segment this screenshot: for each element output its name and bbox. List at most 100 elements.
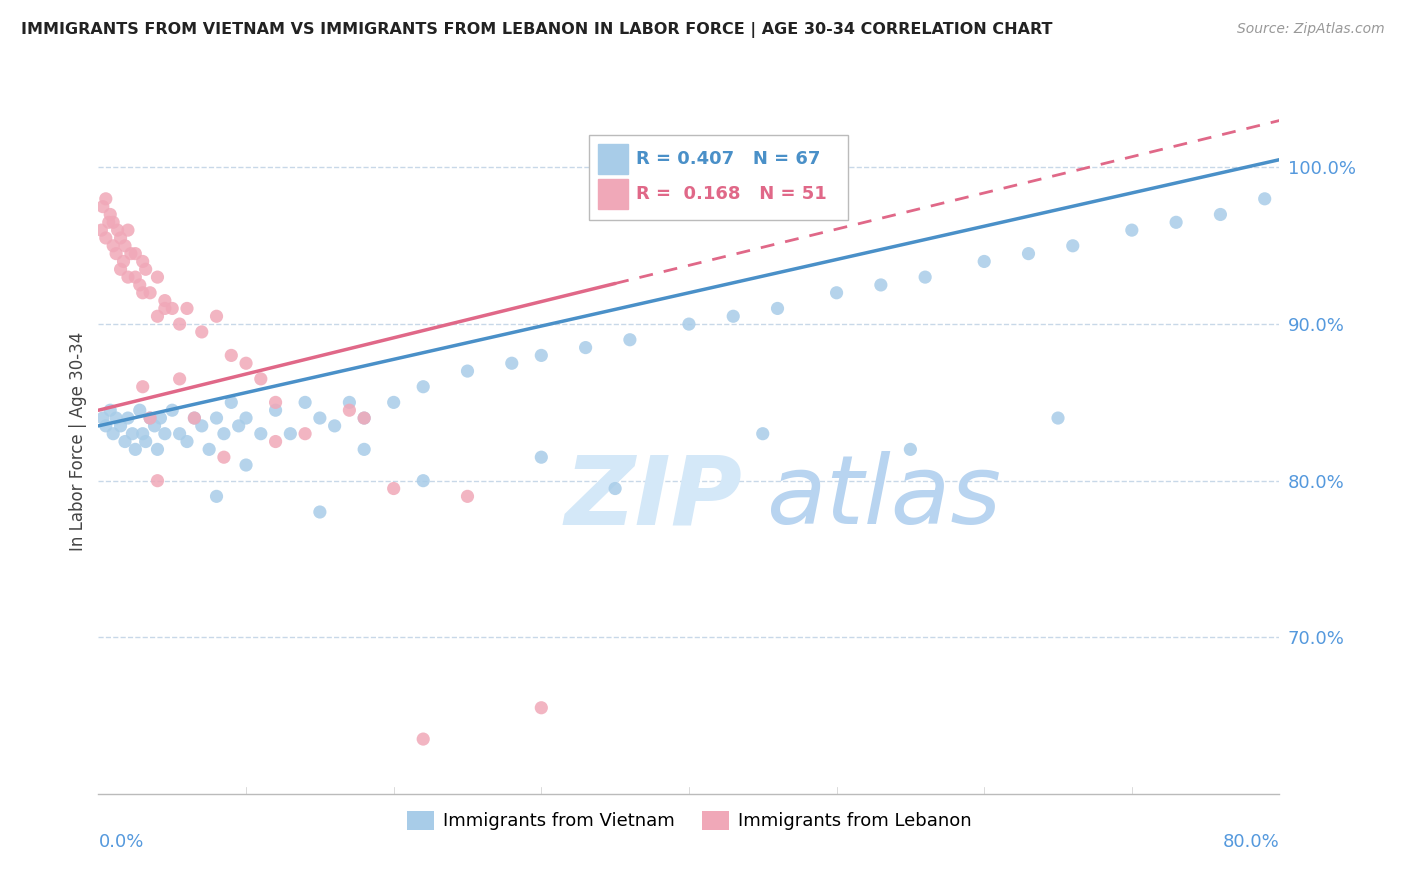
Point xyxy=(153,293,176,308)
Point xyxy=(90,223,112,237)
Point xyxy=(153,301,176,316)
Point xyxy=(169,317,191,331)
Point xyxy=(619,333,641,347)
Point xyxy=(1062,239,1084,253)
Point xyxy=(457,489,479,503)
Point xyxy=(146,442,169,457)
Point xyxy=(110,231,132,245)
Point xyxy=(1121,223,1143,237)
Point xyxy=(382,482,405,496)
Point xyxy=(139,411,162,425)
Point xyxy=(103,239,125,253)
Point xyxy=(94,231,117,245)
Text: IMMIGRANTS FROM VIETNAM VS IMMIGRANTS FROM LEBANON IN LABOR FORCE | AGE 30-34 CO: IMMIGRANTS FROM VIETNAM VS IMMIGRANTS FR… xyxy=(21,22,1053,38)
Point xyxy=(678,317,700,331)
Point xyxy=(91,200,114,214)
Point xyxy=(294,395,316,409)
Point xyxy=(914,270,936,285)
Point xyxy=(117,411,139,425)
Point xyxy=(143,418,166,433)
Point xyxy=(114,239,136,253)
Point xyxy=(139,285,162,300)
Point xyxy=(250,426,273,441)
Point xyxy=(128,277,150,292)
Point xyxy=(212,426,235,441)
Point xyxy=(183,411,205,425)
Point xyxy=(900,442,922,457)
Point xyxy=(191,325,214,339)
Point xyxy=(205,310,228,324)
Point xyxy=(103,426,125,441)
Point xyxy=(530,348,553,362)
Point xyxy=(412,380,434,394)
Point xyxy=(339,403,361,417)
Point xyxy=(153,426,176,441)
Point xyxy=(132,380,155,394)
Legend: Immigrants from Vietnam, Immigrants from Lebanon: Immigrants from Vietnam, Immigrants from… xyxy=(399,804,979,838)
Point xyxy=(412,474,434,488)
Point xyxy=(94,192,117,206)
Point xyxy=(146,270,169,285)
Y-axis label: In Labor Force | Age 30-34: In Labor Force | Age 30-34 xyxy=(69,332,87,551)
Point xyxy=(149,411,172,425)
Point xyxy=(135,262,157,277)
Point xyxy=(235,356,257,370)
Point xyxy=(323,418,346,433)
Point xyxy=(124,246,146,260)
Point xyxy=(135,434,157,449)
Text: R =  0.168   N = 51: R = 0.168 N = 51 xyxy=(636,186,827,203)
Point xyxy=(114,434,136,449)
Point xyxy=(1209,207,1232,221)
Point xyxy=(98,403,121,417)
Point xyxy=(766,301,789,316)
Point xyxy=(294,426,316,441)
Point xyxy=(105,411,128,425)
Point xyxy=(501,356,523,370)
Point xyxy=(530,450,553,465)
Point xyxy=(121,426,143,441)
Point xyxy=(112,254,135,268)
Point xyxy=(752,426,775,441)
Point xyxy=(110,418,132,433)
Text: 0.0%: 0.0% xyxy=(98,832,143,851)
Point xyxy=(103,215,125,229)
Point xyxy=(110,262,132,277)
Text: R = 0.407   N = 67: R = 0.407 N = 67 xyxy=(636,150,820,168)
Point xyxy=(1047,411,1070,425)
Point xyxy=(97,215,120,229)
Point xyxy=(91,411,114,425)
Point xyxy=(280,426,302,441)
Point xyxy=(98,207,121,221)
Point xyxy=(973,254,995,268)
Point xyxy=(120,246,142,260)
Point xyxy=(176,434,198,449)
Point xyxy=(205,411,228,425)
Point xyxy=(309,411,332,425)
Point xyxy=(339,395,361,409)
Point xyxy=(132,426,155,441)
Point xyxy=(250,372,273,386)
Text: 80.0%: 80.0% xyxy=(1223,832,1279,851)
Text: ZIP: ZIP xyxy=(565,451,742,544)
Point xyxy=(105,246,128,260)
Point xyxy=(94,418,117,433)
Point xyxy=(1018,246,1040,260)
Point xyxy=(191,418,214,433)
Point xyxy=(1166,215,1188,229)
Point xyxy=(162,403,183,417)
Point xyxy=(235,411,257,425)
Point xyxy=(309,505,332,519)
Point xyxy=(870,277,893,292)
Point xyxy=(825,285,848,300)
FancyBboxPatch shape xyxy=(598,145,627,174)
Point xyxy=(132,285,155,300)
Point xyxy=(530,700,553,714)
FancyBboxPatch shape xyxy=(598,179,627,209)
Point xyxy=(162,301,183,316)
Point xyxy=(382,395,405,409)
Point xyxy=(139,411,162,425)
Point xyxy=(235,458,257,472)
Point xyxy=(1254,192,1277,206)
Point xyxy=(264,434,287,449)
Point xyxy=(107,223,129,237)
